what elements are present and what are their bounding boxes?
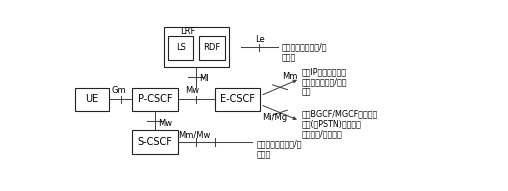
Bar <box>133 88 178 111</box>
Bar <box>164 27 229 67</box>
Text: LS: LS <box>176 43 185 52</box>
Text: Mm/Mw: Mm/Mw <box>178 130 211 139</box>
Text: RDF: RDF <box>204 43 221 52</box>
Text: Mm: Mm <box>282 72 297 81</box>
Bar <box>75 88 109 111</box>
Bar <box>199 36 225 60</box>
Text: Le: Le <box>255 35 265 44</box>
Text: P-CSCF: P-CSCF <box>138 94 172 104</box>
Text: S-CSCF: S-CSCF <box>138 137 173 147</box>
Text: Mw: Mw <box>158 119 172 128</box>
Text: MI: MI <box>199 74 209 83</box>
Text: 来自应急指挥中心/联
动平台: 来自应急指挥中心/联 动平台 <box>282 43 328 62</box>
Text: UE: UE <box>85 94 99 104</box>
Text: 通过BGCF/MGCF通向其他
网络(如PSTN)到达应急
指挥中心/联动平台: 通过BGCF/MGCF通向其他 网络(如PSTN)到达应急 指挥中心/联动平台 <box>302 109 378 139</box>
Text: Mw: Mw <box>185 86 200 95</box>
Text: Gm: Gm <box>111 86 126 95</box>
Text: 来自应急指挥中心/联
动平台: 来自应急指挥中心/联 动平台 <box>257 140 302 159</box>
Bar <box>215 88 261 111</box>
Text: 通向IP多媒体网络到
达应急指挥中心/联动
平台: 通向IP多媒体网络到 达应急指挥中心/联动 平台 <box>302 67 347 97</box>
Text: LRF: LRF <box>180 27 195 36</box>
Text: E-CSCF: E-CSCF <box>220 94 255 104</box>
Bar <box>168 36 194 60</box>
Bar <box>133 130 178 154</box>
Text: Mi/Mg: Mi/Mg <box>262 113 288 122</box>
